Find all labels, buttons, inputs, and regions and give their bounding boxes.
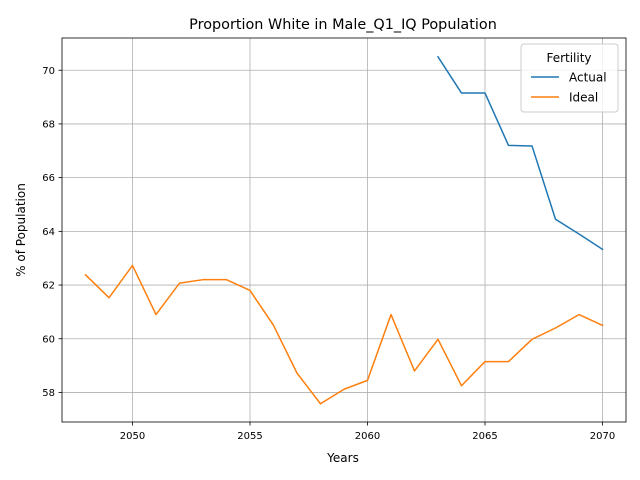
y-tick-label: 60 bbox=[42, 334, 55, 345]
y-tick-label: 58 bbox=[42, 388, 55, 399]
legend-title: Fertility bbox=[546, 51, 591, 65]
y-tick-label: 62 bbox=[42, 281, 55, 292]
x-tick-label: 2065 bbox=[472, 431, 497, 442]
legend: Fertility Actual Ideal bbox=[520, 43, 619, 113]
x-axis-ticks: 2050 2055 2060 2065 2070 bbox=[120, 422, 615, 442]
legend-box bbox=[520, 43, 619, 113]
y-tick-label: 70 bbox=[42, 66, 55, 77]
y-axis-label: % of Population bbox=[14, 183, 28, 277]
y-tick-label: 64 bbox=[42, 227, 55, 238]
chart-title: Proportion White in Male_Q1_IQ Populatio… bbox=[189, 17, 497, 33]
legend-items: Actual Ideal bbox=[531, 70, 607, 104]
series-line-ideal bbox=[84, 264, 604, 405]
legend-label-ideal: Ideal bbox=[569, 90, 598, 104]
series-line-actual bbox=[436, 55, 604, 251]
y-axis-ticks: 58 60 62 64 66 68 70 bbox=[42, 66, 62, 399]
y-tick-label: 68 bbox=[42, 120, 55, 131]
x-tick-label: 2050 bbox=[120, 431, 145, 442]
legend-label-actual: Actual bbox=[569, 70, 607, 84]
series-layer bbox=[84, 55, 604, 405]
plot-frame bbox=[61, 37, 627, 423]
x-axis-label: Years bbox=[326, 451, 359, 465]
y-tick-label: 66 bbox=[42, 173, 55, 184]
x-tick-label: 2070 bbox=[590, 431, 615, 442]
x-tick-label: 2055 bbox=[237, 431, 262, 442]
x-tick-label: 2060 bbox=[355, 431, 380, 442]
grid-lines bbox=[62, 38, 626, 422]
